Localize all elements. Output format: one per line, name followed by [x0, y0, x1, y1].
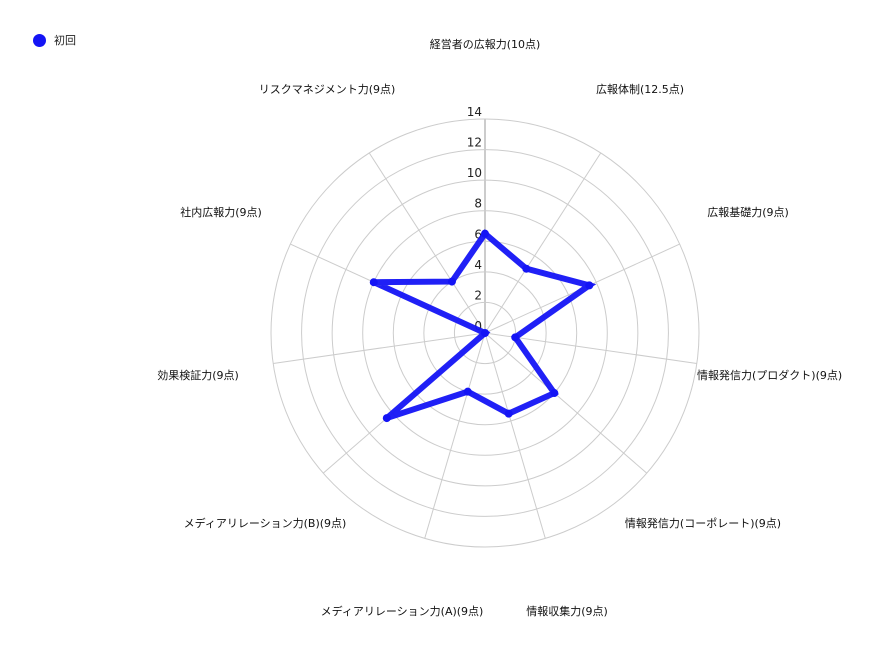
data-point [522, 264, 531, 273]
data-point [447, 277, 456, 286]
tick-label: 12 [467, 136, 482, 150]
tick-label: 14 [467, 105, 482, 119]
tick-label: 6 [474, 227, 482, 241]
axis-label: 広報体制(12.5点) [596, 82, 684, 96]
axis-label: 社内広報力(9点) [180, 205, 262, 219]
legend-label: 初回 [54, 34, 76, 47]
axis-label: メディアリレーション力(B)(9点) [184, 516, 347, 530]
legend-marker [33, 33, 46, 47]
legend[interactable]: 初回 [33, 32, 76, 48]
grid-spoke [368, 152, 486, 334]
tick-label: 0 [474, 319, 482, 333]
data-point [550, 389, 559, 398]
data-point [463, 387, 472, 396]
tick-label: 10 [467, 166, 482, 180]
data-point [382, 414, 391, 423]
axis-label: メディアリレーション力(A)(9点) [321, 604, 484, 618]
grid-spoke [273, 332, 486, 364]
grid-spoke [484, 332, 546, 539]
axis-label: 経営者の広報力(10点) [430, 37, 541, 51]
data-point [585, 281, 594, 290]
data-point [369, 278, 378, 287]
data-point [504, 409, 513, 418]
series-line [372, 229, 597, 421]
grid-spoke [484, 332, 648, 474]
data-point [481, 329, 489, 337]
axis-label: 情報収集力(9点) [526, 604, 608, 618]
axis-label: 効果検証力(9点) [157, 368, 239, 382]
axis-label: 情報発信力(コーポレート)(9点) [625, 516, 781, 530]
tick-label: 8 [474, 197, 482, 211]
axis-label: 広報基礎力(9点) [707, 206, 789, 219]
grid-spoke [484, 152, 602, 334]
grid-spoke [424, 332, 486, 539]
data-point [481, 229, 489, 238]
axis-label: リスクマネジメント力(9点) [259, 83, 396, 96]
tick-label: 4 [474, 258, 482, 272]
axis-label: 情報発信力(プロダクト)(9点) [697, 368, 842, 382]
data-point [511, 333, 520, 342]
tick-label: 2 [474, 288, 482, 302]
grid-spoke [484, 332, 697, 364]
